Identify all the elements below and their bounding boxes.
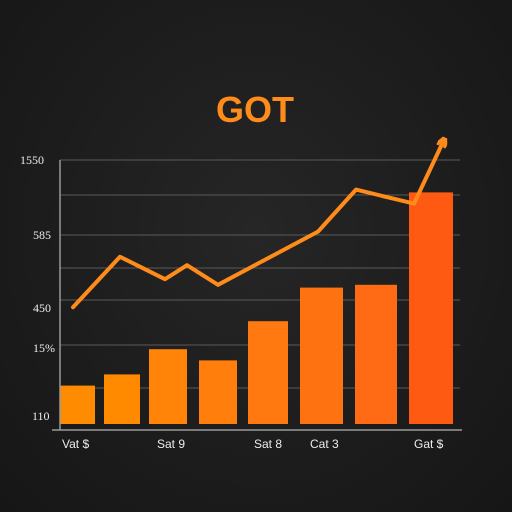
trend-line: [71, 142, 443, 310]
bar-4: [199, 360, 237, 424]
y-tick-label-3: 450: [33, 301, 51, 315]
bar-5: [248, 321, 288, 424]
x-tick-label-1: Vat $: [62, 437, 89, 451]
x-tick-label-4: Cat 3: [310, 437, 339, 451]
y-tick-label-4: 15%: [33, 341, 55, 355]
bar-6: [300, 287, 343, 424]
bar-7: [355, 284, 397, 424]
y-tick-label-2: 585: [33, 228, 51, 242]
x-tick-label-2: Sat 9: [157, 437, 185, 451]
bar-8: [409, 192, 453, 424]
y-tick-label-5: 110: [32, 409, 50, 423]
bar-1: [60, 385, 95, 424]
bar-2: [104, 374, 140, 424]
bar-3: [149, 349, 187, 424]
bars-group: [60, 192, 453, 424]
x-tick-label-5: Gat $: [414, 437, 444, 451]
x-tick-label-3: Sat 8: [254, 437, 282, 451]
chart-title: GOT: [216, 89, 294, 130]
y-tick-label-1: 1550: [20, 153, 44, 167]
